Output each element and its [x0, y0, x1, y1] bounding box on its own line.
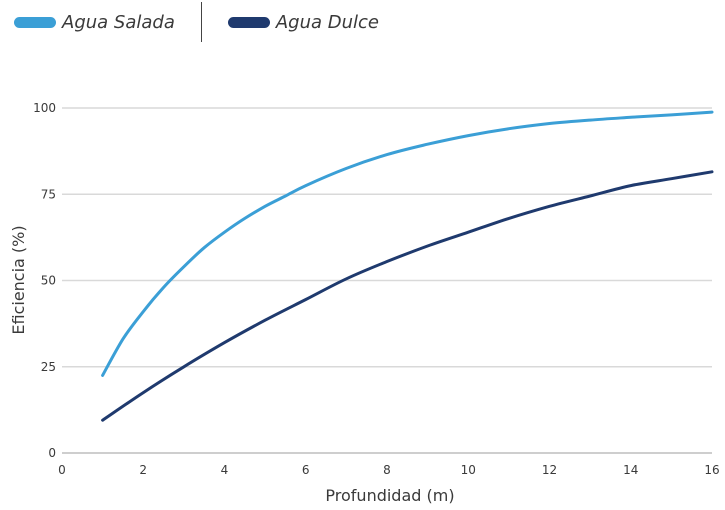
x-tick-label-6: 6 [302, 463, 310, 477]
series-lines [101, 110, 714, 422]
y-axis-ticks: 0 25 50 75 100 [33, 101, 56, 460]
x-tick-label-12: 12 [542, 463, 557, 477]
y-tick-label-75: 75 [41, 187, 56, 201]
legend-swatch-agua-dulce [227, 16, 270, 28]
x-tick-label-14: 14 [623, 463, 638, 477]
legend-swatch-agua-salada [14, 16, 56, 28]
series-line-agua-salada [101, 110, 714, 377]
x-tick-label-4: 4 [221, 463, 229, 477]
y-tick-label-25: 25 [41, 360, 56, 374]
legend-item-agua-dulce[interactable]: Agua Dulce [227, 11, 379, 33]
chart-legend: Agua Salada Agua Dulce [14, 2, 379, 42]
legend-divider [200, 2, 202, 42]
y-axis-title: Eficiencia (%) [9, 225, 28, 334]
x-tick-label-0: 0 [58, 463, 66, 477]
y-tick-label-100: 100 [33, 101, 56, 115]
x-tick-label-8: 8 [383, 463, 391, 477]
x-tick-label-2: 2 [139, 463, 147, 477]
y-tick-label-50: 50 [41, 274, 56, 288]
series-line-agua-dulce [101, 170, 714, 422]
legend-label-agua-salada: Agua Salada [62, 11, 175, 33]
legend-item-agua-salada[interactable]: Agua Salada [14, 12, 175, 33]
x-axis-ticks: 0 2 4 6 8 10 12 14 16 [58, 463, 719, 477]
x-axis-title: Profundidad (m) [325, 486, 454, 505]
grid-lines [62, 107, 712, 454]
x-tick-label-16: 16 [704, 463, 719, 477]
legend-label-agua-dulce: Agua Dulce [275, 11, 379, 33]
y-tick-label-0: 0 [48, 446, 56, 460]
x-tick-label-10: 10 [461, 463, 476, 477]
